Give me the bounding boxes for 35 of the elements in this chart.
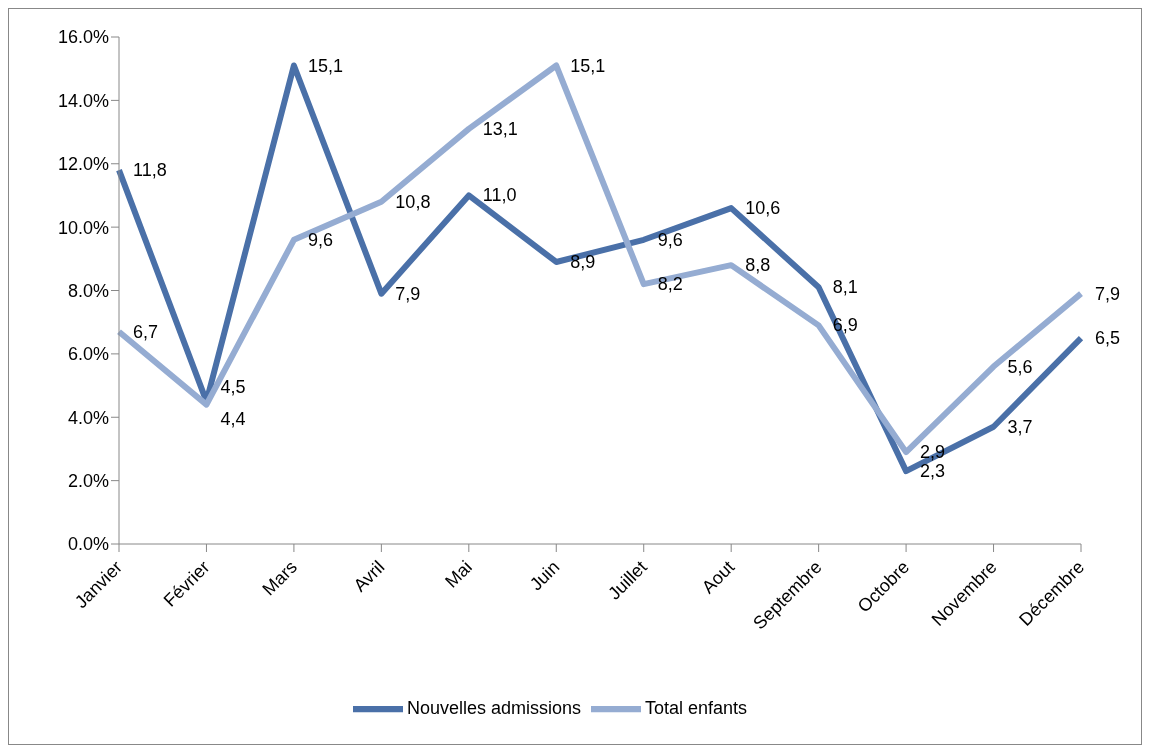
data-label: 9,6 xyxy=(657,229,683,250)
y-tick-label: 2.0% xyxy=(67,471,109,492)
x-tick-label: Juin xyxy=(525,556,564,595)
y-tick-label: 16.0% xyxy=(57,27,109,48)
data-label: 5,6 xyxy=(1007,356,1033,377)
data-label: 10,8 xyxy=(395,191,431,212)
data-label: 11,8 xyxy=(133,160,167,181)
data-label: 4,5 xyxy=(220,377,246,398)
data-label: 4,4 xyxy=(220,408,246,429)
y-tick-label: 8.0% xyxy=(67,280,109,301)
data-label: 9,6 xyxy=(307,229,333,250)
y-tick-label: 6.0% xyxy=(67,344,109,365)
y-tick-label: 10.0% xyxy=(57,217,109,238)
data-label: 11,0 xyxy=(482,185,517,206)
legend-label: Nouvelles admissions xyxy=(406,697,581,718)
legend-label: Total enfants xyxy=(645,697,748,718)
data-label: 8,8 xyxy=(745,255,771,276)
data-label: 3,7 xyxy=(1007,416,1033,437)
data-label: 8,9 xyxy=(570,251,596,272)
data-label: 6,5 xyxy=(1095,328,1121,349)
data-label: 2,3 xyxy=(920,461,946,482)
y-tick-label: 12.0% xyxy=(57,154,109,175)
data-label: 15,1 xyxy=(307,55,343,76)
data-label: 7,9 xyxy=(1095,283,1121,304)
y-tick-label: 0.0% xyxy=(67,534,109,555)
data-label: 8,2 xyxy=(657,274,683,295)
y-tick-label: 14.0% xyxy=(57,90,109,111)
y-tick-label: 4.0% xyxy=(67,407,109,428)
data-label: 10,6 xyxy=(745,198,781,219)
data-label: 13,1 xyxy=(482,118,518,139)
x-tick-label: Mai xyxy=(441,556,476,592)
data-label: 8,1 xyxy=(832,277,858,298)
data-label: 6,7 xyxy=(133,321,159,342)
data-label: 15,1 xyxy=(570,55,606,76)
data-label: 7,9 xyxy=(395,283,421,304)
